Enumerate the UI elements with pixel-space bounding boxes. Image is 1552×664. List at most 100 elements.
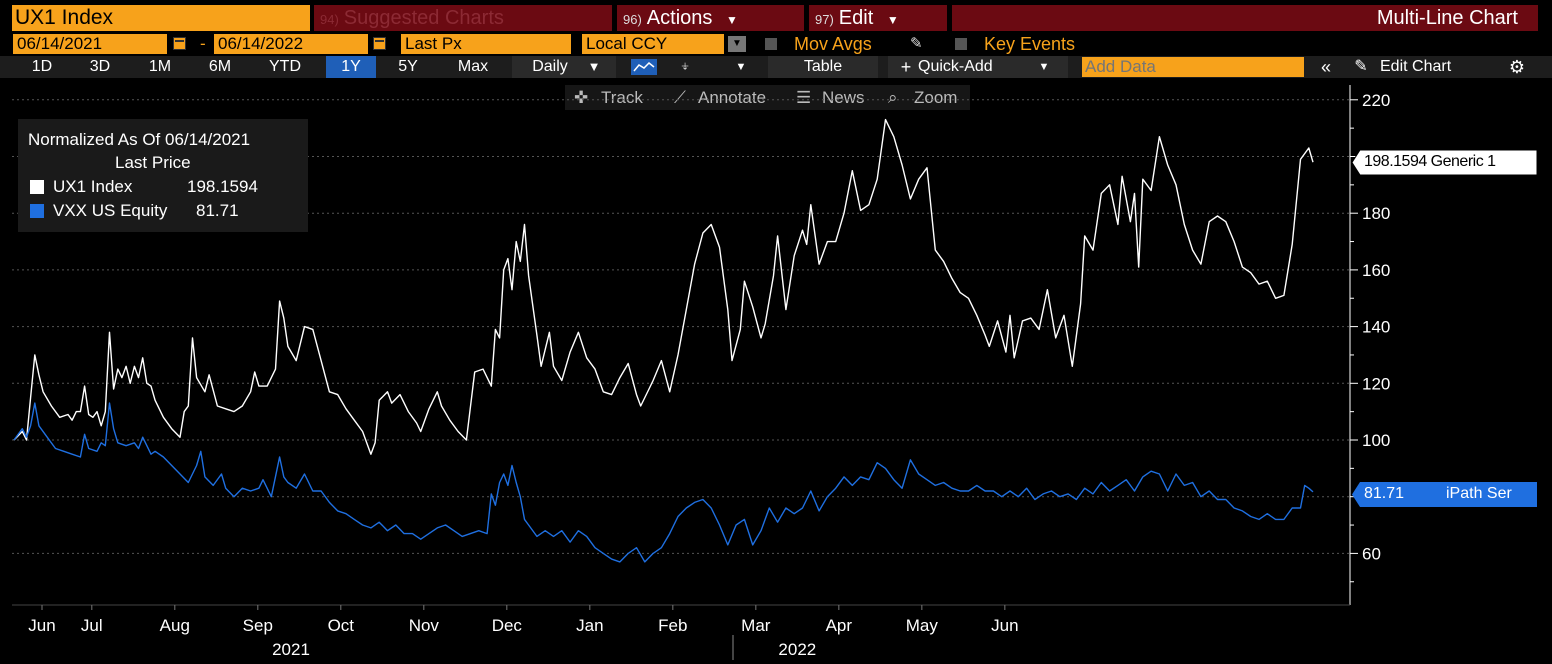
x-tick-label-jul-1: Jul	[81, 616, 103, 635]
quick-add-label: Quick-Add	[918, 58, 993, 75]
add-data-input[interactable]	[1082, 57, 1304, 77]
annotate-button[interactable]: Annotate	[698, 88, 767, 107]
actions-number: 96)	[623, 12, 642, 27]
chart-type-title: Multi-Line Chart	[952, 5, 1538, 31]
x-tick-label-aug-2: Aug	[160, 616, 190, 635]
start-calendar-icon[interactable]	[173, 37, 186, 50]
legend-name-vxx: VXX US Equity	[53, 201, 168, 220]
start-date-field[interactable]: 06/14/2021	[13, 34, 167, 54]
table-label: Table	[803, 58, 843, 75]
period-max[interactable]: Max	[457, 58, 489, 75]
news-icon: ☰	[796, 88, 812, 107]
x-tick-label-jan-7: Jan	[576, 616, 603, 635]
edit-chart-button[interactable]: Edit Chart	[1380, 58, 1452, 75]
legend	[18, 119, 308, 232]
zoom-icon: ⌕	[888, 88, 898, 107]
end-calendar-icon[interactable]	[373, 37, 386, 50]
period-3d[interactable]: 3D	[89, 58, 111, 75]
chart-area[interactable]: 60 100 120 140 160 180 220 Jun Jul Aug Sep Oct Nov D…	[0, 80, 1552, 664]
x-tick-label-apr-10: Apr	[826, 616, 853, 635]
period-5y[interactable]: 5Y	[398, 58, 418, 75]
currency-select[interactable]: Local CCY	[582, 34, 724, 54]
x-year-label-2021: 2021	[272, 640, 310, 659]
period-1m[interactable]: 1M	[148, 58, 172, 75]
line-chart-icon[interactable]	[624, 56, 664, 78]
x-tick-label-jun-12: Jun	[991, 616, 1018, 635]
series-lines	[13, 118, 1314, 563]
y-tick-label-60: 60	[1362, 544, 1381, 563]
legend-name-ux1: UX1 Index	[53, 177, 133, 196]
end-date-field[interactable]: 06/14/2022	[214, 34, 368, 54]
period-1y[interactable]: 1Y	[326, 56, 376, 78]
price-field-select[interactable]: Last Px	[401, 34, 571, 54]
bar-chart-icon[interactable]: ⍖	[680, 58, 690, 75]
gridlines	[12, 99, 1350, 554]
suggested-charts-button[interactable]: 94) Suggested Charts	[314, 5, 612, 31]
quick-add-button[interactable]: + Quick-Add ▼	[888, 56, 1068, 78]
track-button[interactable]: Track	[601, 88, 643, 107]
toolbar: 1D 3D 1M 6M YTD 1Y 5Y Max Daily ▼ ⍖ ▼ Ta…	[0, 56, 1552, 78]
series-line-ux1	[13, 118, 1314, 455]
crosshair-icon: ✜	[574, 88, 589, 107]
vxx-last-tag-name: iPath Ser	[1446, 485, 1512, 502]
x-tick-label-jun-0: Jun	[28, 616, 55, 635]
ticker-field[interactable]: UX1 Index	[12, 5, 310, 31]
table-button[interactable]: Table	[768, 56, 878, 78]
x-tick-label-nov-5: Nov	[409, 616, 440, 635]
ux1-last-tag-text: 198.1594 Generic 1	[1364, 153, 1496, 170]
mov-avgs-checkbox[interactable]	[765, 38, 777, 50]
chart-tools-bar	[565, 85, 970, 110]
actions-label: Actions	[646, 7, 713, 29]
y-tick-label-140: 140	[1362, 318, 1390, 337]
edit-button[interactable]: 97) Edit ▼	[809, 5, 947, 31]
date-separator: -	[200, 34, 206, 53]
legend-value-vxx: 81.71	[196, 201, 239, 220]
y-axis: 60 100 120 140 160 180 220	[1349, 85, 1390, 605]
frequency-caret-icon: ▼	[587, 59, 601, 74]
vxx-last-tag: 81.71 iPath Ser	[1352, 481, 1538, 508]
period-6m[interactable]: 6M	[208, 58, 232, 75]
vxx-last-tag-value: 81.71	[1364, 485, 1405, 502]
collapse-icon[interactable]: «	[1320, 57, 1331, 77]
news-button[interactable]: News	[822, 88, 865, 107]
annotate-icon: ⟋	[674, 88, 686, 107]
suggested-charts-number: 94)	[320, 12, 339, 27]
currency-dropdown-icon[interactable]: ▼	[728, 36, 746, 52]
x-tick-label-sep-3: Sep	[243, 616, 273, 635]
edit-number: 97)	[815, 12, 834, 27]
gear-icon[interactable]: ⚙	[1508, 57, 1526, 77]
y-tick-label-160: 160	[1362, 261, 1390, 280]
title-bar: UX1 Index 94) Suggested Charts 96) Actions…	[0, 0, 1552, 32]
x-axis: Jun Jul Aug Sep Oct Nov Dec Jan Feb Mar Apr May Jun 2…	[12, 604, 1350, 660]
edit-label: Edit	[838, 7, 874, 29]
period-1d[interactable]: 1D	[31, 58, 53, 75]
x-tick-label-mar-9: Mar	[741, 616, 771, 635]
series-line-vxx	[13, 402, 1314, 563]
plus-icon: +	[900, 57, 912, 77]
chart-style-caret-icon[interactable]: ▼	[735, 61, 747, 73]
actions-button[interactable]: 96) Actions ▼	[617, 5, 804, 31]
legend-title: Normalized As Of 06/14/2021	[28, 130, 251, 149]
x-tick-label-dec-6: Dec	[492, 616, 523, 635]
edit-chart-pencil-icon: ✎	[1354, 58, 1368, 75]
legend-value-ux1: 198.1594	[187, 177, 258, 196]
settings-bar: 06/14/2021 - 06/14/2022 Last Px Local CC…	[0, 34, 1552, 54]
legend-subtitle: Last Price	[115, 153, 191, 172]
zoom-button[interactable]: Zoom	[914, 88, 958, 107]
pencil-icon[interactable]: ✎	[910, 35, 923, 52]
actions-caret-icon: ▼	[725, 13, 738, 27]
legend-swatch-vxx	[30, 204, 44, 218]
legend-swatch-ux1	[30, 180, 44, 194]
key-events-checkbox[interactable]	[955, 38, 967, 50]
mov-avgs-label: Mov Avgs	[794, 34, 872, 54]
y-tick-label-100: 100	[1362, 431, 1390, 450]
key-events-label: Key Events	[984, 34, 1076, 54]
period-ytd[interactable]: YTD	[269, 58, 301, 75]
x-year-label-2022: 2022	[778, 640, 816, 659]
y-tick-label-120: 120	[1362, 374, 1390, 393]
y-tick-label-220: 220	[1362, 91, 1390, 110]
quick-add-caret-icon: ▼	[1038, 61, 1050, 73]
x-tick-label-oct-4: Oct	[328, 616, 355, 635]
edit-caret-icon: ▼	[886, 13, 899, 27]
frequency-select[interactable]: Daily ▼	[512, 56, 616, 78]
